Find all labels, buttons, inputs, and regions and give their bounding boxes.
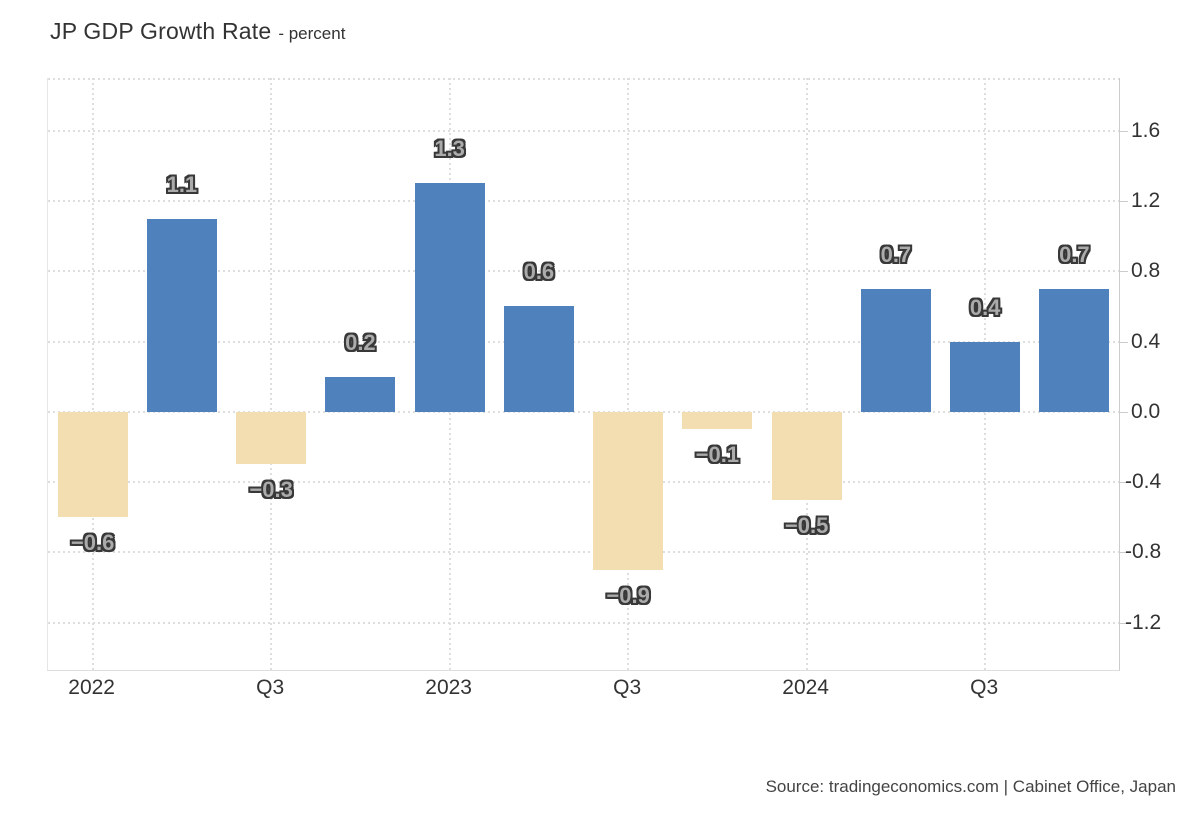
y-axis-label: 1.6 xyxy=(1131,118,1161,142)
bar-4[interactable] xyxy=(414,183,485,412)
bar-value-label-10: 0.4 xyxy=(969,294,1001,320)
y-axis-label: 0.8 xyxy=(1131,259,1161,283)
plot-area[interactable]: −0.6 1.1 −0.3 0.2 1.3 0.6 −0.9 −0.1 −0.5 0.7 0.4 0.… xyxy=(47,78,1120,671)
y-gridline xyxy=(48,621,1119,624)
y-gridline xyxy=(48,270,1119,273)
y-axis-tick xyxy=(1119,271,1128,273)
bar-value-label-0: −0.6 xyxy=(70,530,115,556)
bar-2[interactable] xyxy=(236,411,307,465)
y-axis-label: -0.4 xyxy=(1125,470,1162,494)
bar-value-label-1: 1.1 xyxy=(166,171,198,197)
bar-value-label-8: −0.5 xyxy=(784,512,829,538)
bar-value-label-7: −0.1 xyxy=(695,442,740,468)
x-axis-label-2023: 2023 xyxy=(425,676,472,699)
y-gridline xyxy=(48,129,1119,132)
x-axis-label-q3: Q3 xyxy=(256,676,285,699)
y-axis-tick xyxy=(1119,622,1128,624)
x-axis-label-2024: 2024 xyxy=(782,676,829,699)
bar-value-label-4: 1.3 xyxy=(434,136,465,162)
y-gridline xyxy=(48,410,1119,413)
y-axis-tick xyxy=(1119,200,1128,202)
bar-5[interactable] xyxy=(503,306,574,412)
y-axis-tick xyxy=(1119,411,1128,413)
x-gridline xyxy=(627,78,630,670)
y-axis-label: -0.8 xyxy=(1125,540,1162,564)
x-axis-label-q3: Q3 xyxy=(970,676,999,699)
y-axis-label: 1.2 xyxy=(1131,188,1161,212)
bar-0[interactable] xyxy=(57,411,128,518)
chart-subtitle: - percent xyxy=(278,24,346,43)
y-gridline xyxy=(48,199,1119,202)
y-gridline xyxy=(48,481,1119,484)
source-attribution: Source: tradingeconomics.com | Cabinet O… xyxy=(765,777,1176,796)
y-axis-label: 0.0 xyxy=(1131,399,1161,423)
x-axis-label-2022: 2022 xyxy=(68,676,115,699)
bar-value-label-5: 0.6 xyxy=(523,259,555,285)
y-axis-label: 0.4 xyxy=(1131,329,1161,353)
y-gridline xyxy=(48,340,1119,343)
bar-6[interactable] xyxy=(593,411,664,570)
y-axis-tick xyxy=(1119,552,1128,554)
bar-9[interactable] xyxy=(860,288,931,412)
bar-7[interactable] xyxy=(682,411,753,430)
y-axis-tick xyxy=(1119,130,1128,132)
y-axis-tick xyxy=(1119,341,1128,343)
x-gridline xyxy=(91,78,94,670)
y-gridline xyxy=(48,551,1119,554)
bar-value-label-2: −0.3 xyxy=(249,477,293,503)
bar-value-label-3: 0.2 xyxy=(345,329,376,355)
bar-3[interactable] xyxy=(325,376,396,412)
bar-value-label-6: −0.9 xyxy=(606,582,650,608)
x-gridline xyxy=(805,78,808,670)
x-gridline xyxy=(270,78,273,670)
y-axis-tick xyxy=(1119,482,1128,484)
x-axis-label-q3: Q3 xyxy=(613,676,642,699)
bar-value-label-11: 0.7 xyxy=(1059,241,1090,267)
chart-header: JP GDP Growth Rate - percent xyxy=(50,18,345,45)
bar-value-label-9: 0.7 xyxy=(880,241,912,267)
plot-top-border xyxy=(48,78,1119,80)
bar-8[interactable] xyxy=(771,411,842,500)
bar-10[interactable] xyxy=(950,341,1021,412)
y-axis-label: -1.2 xyxy=(1125,610,1162,634)
chart-title: JP GDP Growth Rate xyxy=(50,18,272,44)
bar-1[interactable] xyxy=(146,218,217,412)
bar-11[interactable] xyxy=(1039,288,1110,412)
